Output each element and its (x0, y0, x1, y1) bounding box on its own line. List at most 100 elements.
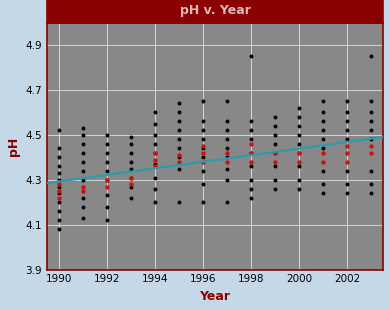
Point (152, 141, 158, 146)
Point (368, 119, 374, 124)
Point (320, 159, 326, 164)
Point (176, 101, 182, 106)
Point (224, 146, 230, 151)
Point (152, 162, 158, 166)
Point (200, 119, 206, 124)
Point (344, 119, 350, 124)
Point (104, 150, 110, 155)
Point (152, 121, 158, 126)
Point (80, 184, 86, 189)
Point (344, 137, 350, 142)
Point (248, 137, 254, 142)
Point (272, 164, 278, 169)
Point (320, 146, 326, 151)
Point (344, 168, 350, 173)
Point (296, 186, 302, 191)
Point (80, 177, 86, 182)
Y-axis label: pH: pH (7, 136, 20, 156)
Point (248, 164, 254, 169)
Point (272, 141, 278, 146)
Point (248, 54, 254, 59)
Point (248, 141, 254, 146)
Point (152, 186, 158, 191)
Point (320, 99, 326, 104)
Point (248, 119, 254, 124)
Point (368, 150, 374, 155)
Point (272, 132, 278, 137)
Text: pH v. Year: pH v. Year (179, 4, 250, 17)
Point (176, 166, 182, 171)
Point (104, 168, 110, 173)
Point (152, 200, 158, 205)
Point (224, 177, 230, 182)
Point (248, 150, 254, 155)
Point (344, 159, 350, 164)
Point (56, 184, 62, 189)
Point (224, 119, 230, 124)
Point (224, 128, 230, 133)
Point (176, 200, 182, 205)
Point (368, 128, 374, 133)
Point (176, 146, 182, 151)
Point (272, 150, 278, 155)
Point (104, 132, 110, 137)
Point (104, 177, 110, 182)
Point (56, 155, 62, 160)
Point (152, 164, 158, 169)
Point (320, 168, 326, 173)
Point (152, 110, 158, 115)
Point (296, 150, 302, 155)
Point (104, 193, 110, 198)
Point (80, 141, 86, 146)
Point (272, 186, 278, 191)
Point (344, 128, 350, 133)
Point (200, 99, 206, 104)
Point (344, 110, 350, 115)
Point (176, 110, 182, 115)
Point (80, 159, 86, 164)
Point (200, 200, 206, 205)
Point (128, 184, 134, 189)
Point (272, 114, 278, 119)
Point (56, 195, 62, 200)
Point (296, 141, 302, 146)
Point (200, 150, 206, 155)
Point (80, 195, 86, 200)
Point (248, 195, 254, 200)
Point (224, 166, 230, 171)
Point (56, 200, 62, 205)
Point (56, 128, 62, 133)
Point (272, 123, 278, 128)
Point (104, 177, 110, 182)
Point (296, 132, 302, 137)
Point (344, 182, 350, 187)
Point (344, 150, 350, 155)
Point (368, 168, 374, 173)
Point (104, 159, 110, 164)
Point (296, 159, 302, 164)
Point (368, 191, 374, 196)
Point (128, 141, 134, 146)
Point (176, 119, 182, 124)
Point (320, 110, 326, 115)
Point (56, 164, 62, 169)
Point (368, 99, 374, 104)
Point (80, 132, 86, 137)
Point (56, 191, 62, 196)
Point (176, 137, 182, 142)
Point (128, 195, 134, 200)
Point (368, 110, 374, 115)
X-axis label: Year: Year (200, 290, 230, 303)
Point (128, 166, 134, 171)
Point (200, 146, 206, 151)
Point (272, 150, 278, 155)
Point (80, 126, 86, 131)
Point (224, 99, 230, 104)
Point (56, 209, 62, 214)
Point (200, 168, 206, 173)
Point (200, 159, 206, 164)
Point (80, 204, 86, 209)
Point (176, 155, 182, 160)
Point (56, 182, 62, 187)
Point (128, 150, 134, 155)
